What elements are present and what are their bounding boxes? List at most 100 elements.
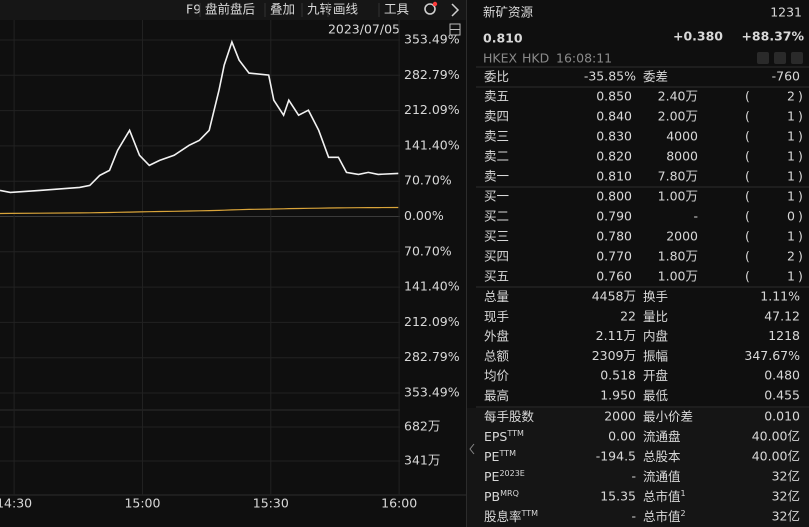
- field-value: 1218: [768, 328, 800, 343]
- toolbar-item[interactable]: 画线: [333, 2, 359, 17]
- collapse-icon[interactable]: [469, 443, 475, 455]
- y-tick-label: 282.79%: [404, 67, 460, 82]
- field-label: PBMRQ: [484, 489, 519, 504]
- field-value: 4458万: [592, 289, 636, 304]
- book-price: 0.790: [596, 209, 632, 224]
- field-label: PETTM: [484, 449, 516, 464]
- field-value: -35.85%: [584, 69, 636, 84]
- settings-icon[interactable]: [424, 3, 436, 15]
- paren-open: (: [745, 269, 750, 284]
- label-text: 总额: [484, 348, 510, 363]
- label-text: 最小价差: [643, 409, 693, 424]
- field-label: 总额: [484, 348, 510, 363]
- field-label: 总市值1: [643, 489, 686, 504]
- label-text: EPS: [484, 429, 507, 444]
- field-value: 2.11万: [596, 328, 636, 343]
- field-label: 振幅: [643, 348, 668, 363]
- expand-icon[interactable]: [451, 3, 460, 17]
- field-value: 2000: [604, 409, 636, 424]
- book-label: 买一: [484, 189, 509, 204]
- stock-name: 新矿资源: [483, 5, 534, 20]
- book-volume: -: [693, 209, 698, 224]
- field-value: -194.5: [596, 449, 636, 464]
- book-volume: 7.80万: [658, 169, 698, 184]
- y-tick-label: 0.00%: [404, 208, 444, 223]
- y-tick-label: 212.09%: [404, 314, 460, 329]
- field-label: 总量: [484, 289, 509, 304]
- label-text: 均价: [484, 368, 510, 383]
- x-tick-label: 15:30: [253, 496, 289, 511]
- field-value: 15.35: [600, 489, 636, 504]
- field-value: 40.00亿: [752, 429, 800, 444]
- book-label: 买二: [484, 209, 509, 224]
- field-label: 最高: [484, 388, 509, 403]
- toolbar-item[interactable]: 九转: [307, 2, 332, 17]
- alert-icon[interactable]: [774, 52, 786, 64]
- edit-icon[interactable]: [757, 52, 769, 64]
- paren-open: (: [745, 129, 750, 144]
- field-label: 股息率TTM: [484, 509, 538, 524]
- paren-open: (: [745, 209, 750, 224]
- paren-close: ): [798, 149, 803, 164]
- chart-date: 2023/07/05: [328, 22, 400, 37]
- label-text: 总市值: [643, 489, 681, 504]
- label-text: 每手股数: [484, 409, 535, 424]
- label-text: 最高: [484, 388, 509, 403]
- paren-open: (: [745, 189, 750, 204]
- toolbar-item[interactable]: 盘前盘后: [205, 2, 255, 17]
- label-text: 股息率: [484, 509, 522, 524]
- book-count: 2: [787, 249, 795, 264]
- label-text: 开盘: [643, 368, 668, 383]
- book-price: 0.850: [596, 89, 632, 104]
- label-sup: MRQ: [500, 489, 519, 498]
- label-sup: 2023E: [499, 469, 524, 478]
- y-tick-label: 212.09%: [404, 102, 460, 117]
- field-value: 32亿: [772, 469, 800, 484]
- label-text: 流通值: [643, 469, 681, 484]
- label-text: 换手: [643, 289, 668, 304]
- volume-tick-label: 341万: [404, 452, 440, 467]
- label-text: 总市值: [643, 509, 681, 524]
- label-text: 总股本: [643, 449, 681, 464]
- field-label: 外盘: [484, 328, 509, 343]
- label-text: 委差: [643, 69, 668, 84]
- quote-time: 16:08:11: [556, 51, 612, 66]
- x-tick-label: 14:30: [0, 496, 32, 511]
- toolbar-item[interactable]: 工具: [384, 2, 410, 17]
- toolbar-item[interactable]: F9: [186, 2, 201, 17]
- label-sup: TTM: [498, 449, 516, 458]
- y-tick-label: 353.49%: [404, 32, 460, 47]
- panel-icons: [757, 52, 803, 64]
- label-text: 内盘: [643, 328, 668, 343]
- paren-close: ): [798, 109, 803, 124]
- x-tick-label: 16:00: [381, 496, 417, 511]
- paren-open: (: [745, 109, 750, 124]
- book-price: 0.810: [596, 169, 632, 184]
- field-value: 40.00亿: [752, 449, 800, 464]
- book-label: 卖四: [484, 109, 509, 124]
- exchange: HKEX: [483, 51, 517, 66]
- book-count: 1: [787, 189, 795, 204]
- toolbar-item[interactable]: 叠加: [270, 2, 295, 17]
- field-label: 流通盘: [643, 429, 681, 444]
- change: +0.380: [673, 29, 723, 44]
- price: 0.810: [483, 31, 523, 46]
- label-text: 外盘: [484, 328, 509, 343]
- book-volume: 1.80万: [658, 249, 698, 264]
- field-label: 流通值: [643, 469, 681, 484]
- field-value: 32亿: [772, 489, 800, 504]
- book-count: 1: [787, 269, 795, 284]
- book-volume: 8000: [666, 149, 698, 164]
- change-pct: +88.37%: [741, 29, 804, 44]
- paren-close: ): [798, 189, 803, 204]
- book-label: 买三: [484, 229, 509, 244]
- add-icon[interactable]: [791, 52, 803, 64]
- field-value: 32亿: [772, 509, 800, 524]
- paren-close: ): [798, 129, 803, 144]
- field-label: 均价: [484, 368, 510, 383]
- field-value: -: [631, 469, 636, 484]
- section-band: [467, 408, 809, 527]
- book-price: 0.830: [596, 129, 632, 144]
- price-line: [0, 206, 399, 215]
